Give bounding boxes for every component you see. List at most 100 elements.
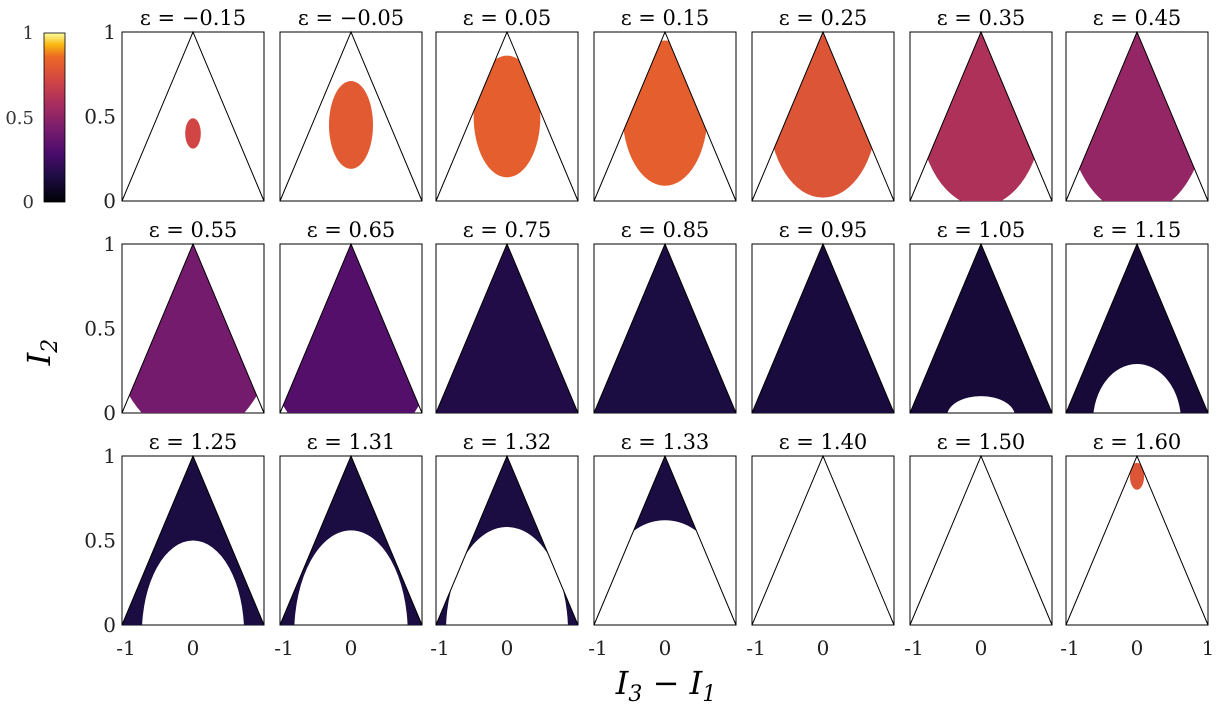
density-region — [594, 244, 736, 413]
panel-16: ε = 1.31 -1 0 — [274, 430, 423, 660]
y-tick-label: 1 — [103, 444, 116, 468]
x-tick-label: -1 — [904, 636, 923, 660]
triangle-boundary — [593, 242, 737, 414]
panel-title: ε = 0.15 — [621, 6, 710, 30]
panel-title: ε = −0.05 — [298, 6, 404, 30]
panel-2: ε = −0.05 — [279, 6, 423, 202]
panel-title: ε = 1.15 — [1093, 218, 1182, 242]
panel-5: ε = 0.25 — [751, 6, 895, 202]
panel-title: ε = 1.31 — [307, 430, 396, 454]
panel-4: ε = 0.15 — [593, 6, 737, 202]
panel-title: ε = 0.05 — [463, 6, 552, 30]
panel-12: ε = 0.95 — [751, 218, 895, 414]
panel-title: ε = 0.65 — [307, 218, 396, 242]
y-axis-label: I2 — [20, 339, 63, 367]
colorbar-tick-0.5: 0.5 — [5, 108, 34, 129]
panel-title: ε = 1.32 — [463, 430, 552, 454]
triangle-boundary — [593, 30, 737, 202]
panel-title: ε = 1.05 — [937, 218, 1026, 242]
triangle-boundary — [1065, 242, 1209, 414]
triangle-boundary — [909, 30, 1053, 202]
density-region — [473, 55, 541, 178]
x-tick-label: -1 — [746, 636, 765, 660]
panel-21: ε = 1.60 -1 0 1 — [1060, 430, 1214, 660]
triangle-boundary — [909, 454, 1053, 626]
colorbar-tick-1: 1 — [23, 23, 34, 44]
y-tick-label: 0.5 — [84, 529, 116, 553]
triangle-boundary — [121, 242, 265, 414]
y-tick-label: 0 — [103, 189, 116, 213]
panel-title: ε = 1.40 — [779, 430, 868, 454]
panel-title: ε = 0.95 — [779, 218, 868, 242]
density-region — [280, 244, 422, 413]
x-tick-label: 0 — [817, 636, 830, 660]
triangle-boundary — [279, 30, 423, 202]
panel-19: ε = 1.40 -1 0 — [746, 430, 895, 660]
panel-title: ε = 0.25 — [779, 6, 868, 30]
x-tick-label: 0 — [187, 636, 200, 660]
x-tick-label: 0 — [975, 636, 988, 660]
panel-17: ε = 1.32 -1 0 — [430, 430, 579, 660]
y-tick-label: 0.5 — [84, 105, 116, 129]
triangle-boundary — [1065, 30, 1209, 202]
y-tick-label: 1 — [103, 232, 116, 256]
panel-title: ε = 0.85 — [621, 218, 710, 242]
x-tick-label: -1 — [274, 636, 293, 660]
y-tick-label: 1 — [103, 20, 116, 44]
panel-20: ε = 1.50 -1 0 — [904, 430, 1053, 660]
x-tick-label: -1 — [430, 636, 449, 660]
colorbar-tick-0: 0 — [23, 192, 34, 213]
x-tick-label: 0 — [501, 636, 514, 660]
panel-8: ε = 0.55 0 0.5 1 — [84, 218, 265, 425]
triangle-boundary — [1065, 454, 1209, 626]
triangle-boundary — [751, 454, 895, 626]
colorbar: 0 0.5 1 — [5, 23, 66, 213]
x-tick-label: -1 — [1060, 636, 1079, 660]
triangle-boundary — [279, 454, 423, 626]
panel-13: ε = 1.05 — [909, 218, 1053, 414]
triangle-boundary — [751, 30, 895, 202]
panel-1: ε = −0.15 0 0.5 1 — [84, 6, 265, 213]
x-tick-label: 0 — [1131, 636, 1144, 660]
triangle-boundary — [279, 242, 423, 414]
triangle-boundary — [435, 242, 579, 414]
panel-title: ε = 0.75 — [463, 218, 552, 242]
density-region — [1129, 462, 1145, 490]
panel-title: ε = 0.35 — [937, 6, 1026, 30]
density-region — [185, 118, 201, 149]
panel-11: ε = 0.85 — [593, 218, 737, 414]
panel-title: ε = 1.25 — [149, 430, 238, 454]
x-tick-label: -1 — [116, 636, 135, 660]
panel-7: ε = 0.45 — [1065, 6, 1209, 202]
panel-9: ε = 0.65 — [279, 218, 423, 414]
x-tick-label: 0 — [345, 636, 358, 660]
panel-title: ε = 1.60 — [1093, 430, 1182, 454]
x-axis-label: I3 − I1 — [615, 664, 716, 704]
triangle-boundary — [121, 30, 265, 202]
panel-14: ε = 1.15 — [1065, 218, 1209, 414]
triangle-boundary — [435, 30, 579, 202]
panel-6: ε = 0.35 — [909, 6, 1053, 202]
x-tick-label: -1 — [588, 636, 607, 660]
density-region — [328, 81, 374, 169]
panels-layer: ε = −0.15 0 0.5 1 ε = −0.05 ε = 0.05 ε = 0.15 ε… — [84, 6, 1214, 660]
panel-title: ε = 0.45 — [1093, 6, 1182, 30]
triangle-boundary — [435, 454, 579, 626]
x-tick-label: 0 — [659, 636, 672, 660]
panel-title: ε = 0.55 — [149, 218, 238, 242]
panel-title: ε = 1.33 — [621, 430, 710, 454]
panel-18: ε = 1.33 -1 0 — [588, 430, 737, 660]
y-tick-label: 0.5 — [84, 317, 116, 341]
panel-frame — [121, 31, 265, 202]
panel-title: ε = 1.50 — [937, 430, 1026, 454]
density-region — [436, 244, 578, 413]
panel-10: ε = 0.75 — [435, 218, 579, 414]
panel-3: ε = 0.05 — [435, 6, 579, 202]
y-tick-label: 0 — [103, 613, 116, 637]
x-tick-label: 1 — [1202, 636, 1215, 660]
colorbar-scale — [43, 32, 66, 203]
triangle-boundary — [593, 454, 737, 626]
triangle-boundary — [751, 242, 895, 414]
